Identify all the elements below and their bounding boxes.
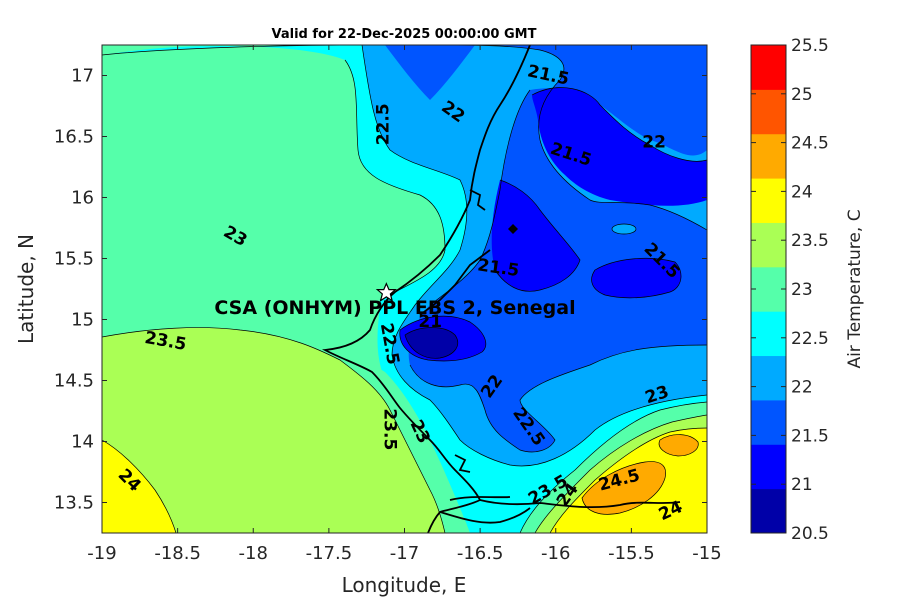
y-tick-label: 14: [71, 432, 94, 453]
colorbar-tick-label: 25: [791, 85, 813, 105]
colorbar-tick-label: 22.5: [791, 329, 829, 349]
colorbar-swatch: [751, 488, 786, 534]
x-tick-label: -15.5: [608, 543, 655, 564]
contour-label: 22.5: [373, 103, 393, 145]
y-tick-label: 17: [71, 66, 94, 87]
x-axis-label: Longitude, E: [342, 573, 467, 597]
x-tick-label: -15: [692, 543, 721, 564]
colorbar-tick-label: 23.5: [791, 231, 829, 251]
colorbar-swatch: [751, 178, 786, 223]
colorbar-tick-label: 21: [791, 475, 813, 495]
band-21-north: [532, 87, 707, 206]
site-star: [375, 282, 397, 303]
band-21-5-top: [385, 45, 475, 100]
colorbar-swatch: [751, 89, 786, 135]
chart-title: Valid for 22-Dec-2025 00:00:00 GMT: [272, 27, 537, 42]
x-tick-label: -17.5: [306, 543, 353, 564]
colorbar: 20.5 21 21.5 22 22.5 23 23.5 24 24.5 25 25.5: [750, 36, 829, 544]
coastline: [321, 45, 681, 533]
contour-lines: [102, 45, 707, 533]
x-tick-label: -19: [87, 543, 116, 564]
band-24-west: [102, 440, 176, 533]
y-axis-label: Latitude, N: [14, 234, 38, 344]
inland-marker: [508, 224, 518, 234]
x-tick-label: -16: [541, 543, 570, 564]
band-22-blob: [612, 224, 636, 234]
colorbar-tick-label: 24.5: [791, 134, 829, 154]
y-axis: 13.5 14 14.5 15 15.5 16 16.5 17: [54, 66, 707, 514]
x-tick-label: -16.5: [457, 543, 504, 564]
band-21-east: [591, 258, 682, 298]
band-20-5: [405, 327, 458, 359]
colorbar-tick-label: 22: [791, 378, 813, 398]
band-23-5-west: [102, 327, 445, 533]
colorbar-swatch: [751, 355, 786, 401]
colorbar-label: Air Temperature, C: [845, 209, 865, 368]
band-24-5-b: [659, 434, 699, 456]
colorbar-tick-label: 21.5: [791, 426, 829, 446]
colorbar-swatch: [751, 399, 786, 445]
site-label: CSA (ONHYM) PPL EBS 2, Senegal: [214, 297, 575, 319]
contour-label: 21: [418, 312, 442, 332]
colorbar-tick-label: 20.5: [791, 524, 829, 544]
colorbar-swatch: [751, 266, 786, 312]
colorbar-swatch: [751, 311, 786, 357]
band-23-coast: [340, 359, 470, 533]
colorbar-tick-label: 25.5: [791, 36, 829, 56]
y-tick-label: 16: [71, 188, 94, 209]
contour-label: 23.5: [379, 408, 399, 450]
x-tick-label: -17: [390, 543, 419, 564]
colorbar-tick-label: 24: [791, 182, 813, 202]
x-tick-label: -18.5: [154, 543, 201, 564]
x-tick-label: -18: [239, 543, 268, 564]
y-tick-label: 15: [71, 310, 94, 331]
colorbar-swatch: [751, 444, 786, 490]
y-tick-label: 16.5: [54, 127, 94, 148]
band-21-mid: [491, 180, 580, 292]
y-tick-label: 14.5: [54, 371, 94, 392]
colorbar-tick-label: 23: [791, 280, 813, 300]
colorbar-swatch: [751, 222, 786, 268]
y-tick-label: 13.5: [54, 493, 94, 514]
colorbar-swatch: [751, 133, 786, 179]
y-tick-label: 15.5: [54, 249, 94, 270]
colorbar-swatch: [751, 45, 786, 90]
contour-label: 22: [642, 133, 666, 153]
band-24-5-a: [582, 461, 666, 515]
x-axis: -19 -18.5 -18 -17.5 -17 -16.5 -16 -15.5 -15: [87, 45, 722, 564]
